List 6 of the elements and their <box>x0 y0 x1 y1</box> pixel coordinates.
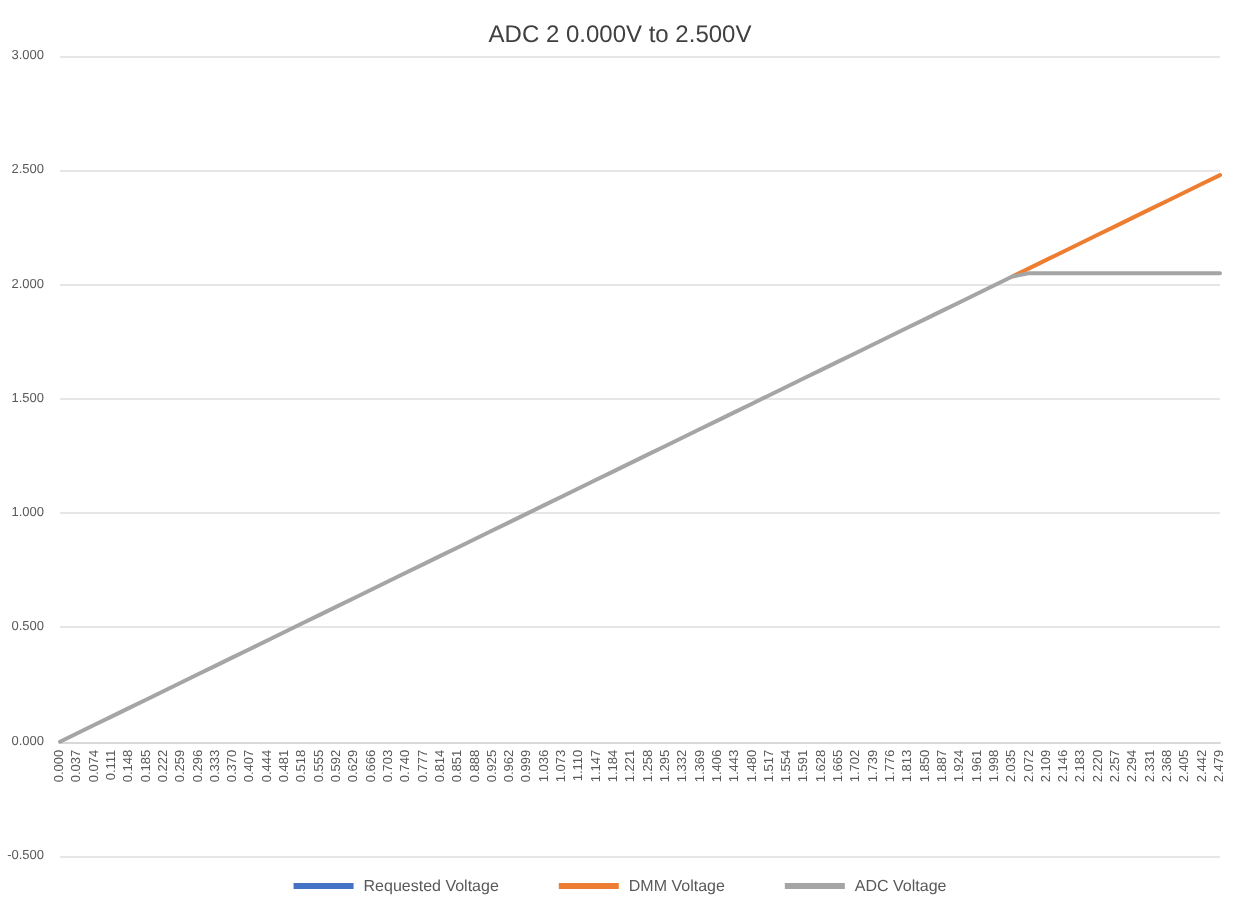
line-series <box>58 271 1222 744</box>
line-series <box>1010 173 1222 279</box>
legend-label: ADC Voltage <box>854 877 948 895</box>
legend-label: DMM Voltage <box>628 877 726 895</box>
legend-label: Requested Voltage <box>363 877 500 895</box>
chart-title: ADC 2 0.000V to 2.500V <box>488 20 752 48</box>
